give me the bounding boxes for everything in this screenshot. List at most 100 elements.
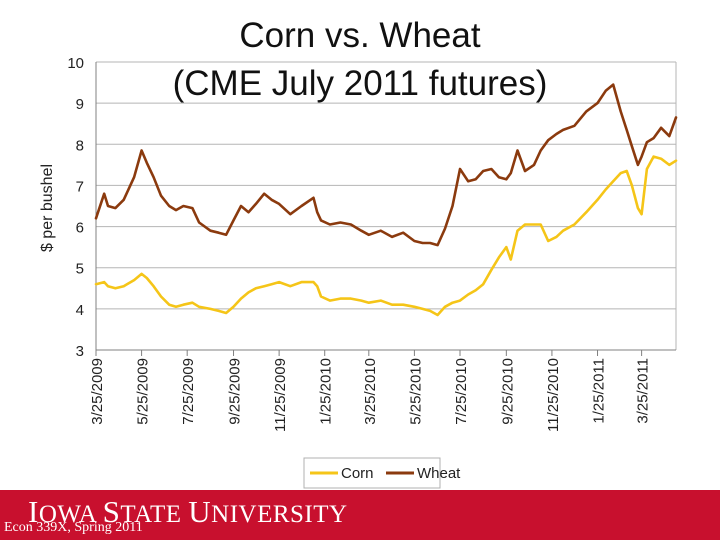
- data-point-wheat: [451, 205, 454, 207]
- data-point-wheat: [95, 217, 97, 220]
- y-tick-label: 4: [76, 302, 84, 319]
- data-point-corn: [640, 213, 643, 216]
- x-tick-label: 7/25/2010: [453, 358, 470, 425]
- data-point-corn: [444, 305, 446, 308]
- x-tick-label: 1/25/2010: [318, 358, 335, 425]
- data-point-corn: [114, 287, 117, 290]
- data-point-wheat: [421, 242, 424, 244]
- data-point-corn: [562, 229, 564, 232]
- y-tick-label: 9: [76, 96, 84, 113]
- data-point-corn: [255, 287, 257, 290]
- data-point-corn: [533, 223, 535, 226]
- footer-bar: [0, 490, 720, 540]
- data-point-corn: [474, 289, 477, 292]
- x-tick-label: 7/25/2009: [180, 358, 197, 425]
- series-lines: [94, 83, 678, 317]
- data-point-corn: [350, 297, 352, 300]
- data-point-wheat: [467, 180, 470, 183]
- data-point-wheat: [585, 110, 588, 113]
- data-point-wheat: [133, 176, 136, 179]
- data-point-wheat: [596, 102, 599, 104]
- data-point-corn: [509, 258, 512, 261]
- data-point-corn: [505, 246, 508, 249]
- data-point-wheat: [191, 207, 194, 210]
- data-point-wheat: [625, 129, 628, 131]
- data-point-wheat: [312, 196, 315, 199]
- data-point-corn: [498, 256, 500, 259]
- data-point-wheat: [524, 170, 526, 172]
- data-point-corn: [429, 310, 431, 312]
- data-point-corn: [555, 236, 558, 238]
- data-point-corn: [278, 281, 280, 283]
- data-point-corn: [300, 281, 303, 283]
- data-point-wheat: [240, 205, 242, 207]
- data-point-wheat: [413, 240, 416, 242]
- x-tick-label: 3/25/2010: [362, 358, 379, 425]
- data-point-corn: [270, 283, 273, 286]
- data-point-corn: [198, 305, 201, 308]
- x-tick-label: 9/25/2009: [227, 358, 244, 425]
- chart-subtitle: (CME July 2011 futures): [172, 64, 548, 103]
- legend: Corn Wheat: [303, 457, 461, 489]
- data-point-wheat: [429, 242, 431, 244]
- data-point-corn: [619, 172, 622, 175]
- legend-label-corn: Corn: [341, 465, 374, 482]
- legend-label-wheat: Wheat: [417, 465, 461, 482]
- data-point-corn: [675, 159, 677, 162]
- data-point-wheat: [278, 203, 280, 205]
- data-point-wheat: [573, 124, 576, 127]
- data-point-wheat: [360, 229, 363, 232]
- data-point-corn: [232, 305, 235, 308]
- data-point-corn: [625, 170, 628, 172]
- data-point-corn: [660, 157, 662, 160]
- y-tick-label: 6: [76, 220, 84, 237]
- data-point-wheat: [379, 229, 382, 232]
- data-point-wheat: [103, 192, 106, 195]
- data-point-corn: [596, 198, 599, 201]
- data-point-corn: [360, 299, 363, 302]
- data-point-wheat: [168, 205, 171, 207]
- data-point-corn: [240, 297, 242, 300]
- data-point-wheat: [339, 221, 342, 224]
- series-line-corn: [94, 155, 678, 317]
- data-point-wheat: [140, 149, 143, 152]
- data-point-wheat: [289, 213, 292, 216]
- data-point-corn: [436, 314, 439, 316]
- data-point-corn: [391, 303, 393, 306]
- data-point-wheat: [270, 198, 273, 201]
- data-point-wheat: [263, 192, 266, 195]
- data-point-wheat: [637, 164, 639, 166]
- data-point-wheat: [533, 164, 535, 166]
- data-point-corn: [316, 285, 319, 288]
- data-point-corn: [652, 155, 655, 158]
- data-point-wheat: [217, 231, 220, 234]
- data-point-wheat: [459, 168, 461, 170]
- data-point-wheat: [631, 145, 633, 148]
- x-tick-label: 5/25/2010: [407, 358, 424, 425]
- data-point-wheat: [255, 203, 257, 205]
- data-point-wheat: [604, 89, 607, 92]
- data-point-wheat: [668, 135, 671, 138]
- data-point-corn: [467, 293, 470, 296]
- data-point-wheat: [114, 207, 117, 210]
- data-point-wheat: [436, 244, 439, 247]
- data-point-corn: [413, 305, 416, 308]
- data-point-wheat: [516, 149, 519, 152]
- data-point-corn: [339, 297, 342, 300]
- x-tick-label: 3/25/2009: [89, 358, 106, 425]
- data-point-corn: [175, 305, 177, 308]
- university-logo: IOWA STATE UNIVERSITY: [28, 494, 348, 529]
- course-label: Econ 339X, Spring 2011: [4, 520, 143, 535]
- data-point-wheat: [444, 227, 446, 230]
- data-point-corn: [604, 188, 607, 191]
- data-point-wheat: [646, 141, 648, 144]
- data-point-corn: [168, 303, 171, 306]
- x-tick-label: 1/25/2011: [591, 358, 608, 424]
- data-point-corn: [289, 285, 292, 288]
- data-point-corn: [539, 223, 542, 226]
- data-point-corn: [585, 211, 588, 214]
- data-point-wheat: [107, 205, 109, 207]
- data-point-wheat: [482, 170, 485, 172]
- data-point-corn: [217, 310, 220, 312]
- data-point-corn: [107, 285, 109, 288]
